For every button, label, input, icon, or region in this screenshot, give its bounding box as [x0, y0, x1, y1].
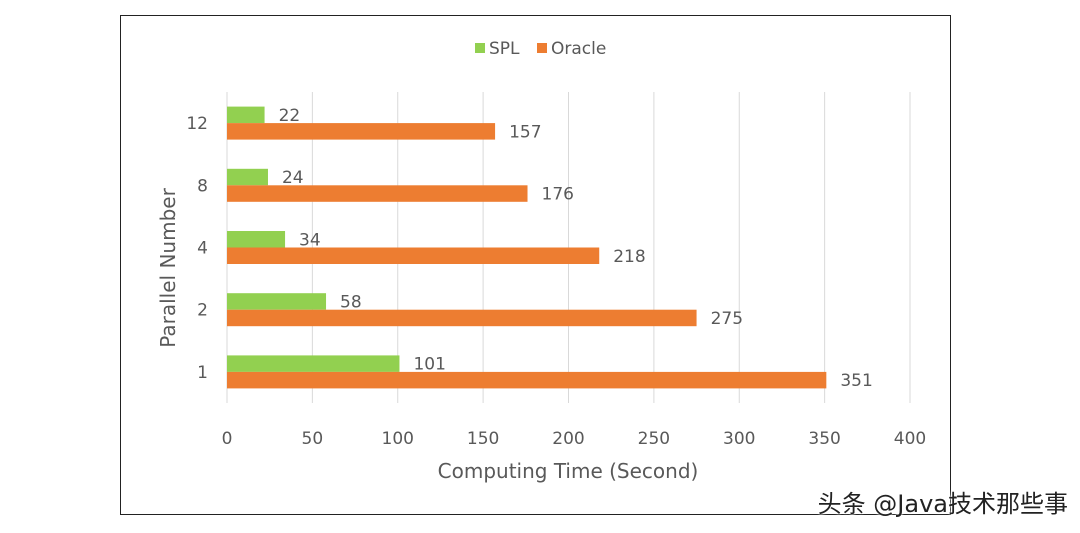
x-tick-label: 0	[222, 429, 233, 449]
bar-oracle-2	[227, 309, 697, 327]
x-tick-label: 250	[638, 429, 670, 449]
x-tick-label: 150	[467, 429, 499, 449]
bar-spl-12	[227, 106, 265, 124]
data-label: 275	[711, 309, 743, 329]
legend-label: Oracle	[551, 39, 606, 59]
data-label: 157	[509, 122, 541, 142]
x-tick-label: 200	[552, 429, 584, 449]
x-tick-label: 100	[382, 429, 414, 449]
bar-spl-4	[227, 231, 286, 248]
y-tick-label: 2	[197, 301, 208, 321]
data-label: 176	[542, 185, 574, 205]
legend-swatch	[537, 43, 547, 53]
data-label: 351	[840, 371, 872, 391]
y-tick-label: 4	[197, 239, 208, 259]
data-label: 101	[413, 355, 445, 375]
chart-frame: 0 50 100 150 200 250 300 350 400 1 101 351 2 58 275 4 34…	[120, 15, 951, 515]
bar-oracle-12	[227, 123, 496, 140]
data-label: 218	[613, 247, 645, 267]
y-tick-label: 12	[186, 114, 208, 134]
labels-layer: 0 50 100 150 200 250 300 350 400 1 101 351 2 58 275 4 34…	[186, 106, 926, 449]
bar-spl-2	[227, 293, 327, 310]
y-tick-label: 8	[197, 176, 208, 196]
bar-spl-1	[227, 355, 400, 372]
x-tick-label: 50	[302, 429, 324, 449]
bar-oracle-4	[227, 247, 600, 264]
data-label: 58	[340, 292, 362, 312]
y-axis-title: Parallel Number	[156, 187, 180, 347]
bar-oracle-8	[227, 185, 528, 202]
legend-label: SPL	[489, 39, 520, 59]
bar-oracle-1	[227, 371, 827, 389]
data-label: 24	[282, 168, 304, 188]
data-label: 22	[279, 106, 301, 126]
bar-spl-8	[227, 168, 268, 186]
x-tick-label: 350	[808, 429, 840, 449]
x-axis-title: Computing Time (Second)	[438, 459, 699, 483]
y-tick-label: 1	[197, 363, 208, 383]
bars-layer	[227, 106, 827, 389]
legend-swatch	[475, 43, 485, 53]
x-tick-label: 300	[723, 429, 755, 449]
data-label: 34	[299, 230, 321, 250]
x-tick-label: 400	[894, 429, 926, 449]
legend: SPL Oracle	[475, 39, 606, 59]
watermark: 头条 @Java技术那些事	[817, 490, 1068, 518]
chart-svg: 0 50 100 150 200 250 300 350 400 1 101 351 2 58 275 4 34…	[156, 39, 926, 483]
